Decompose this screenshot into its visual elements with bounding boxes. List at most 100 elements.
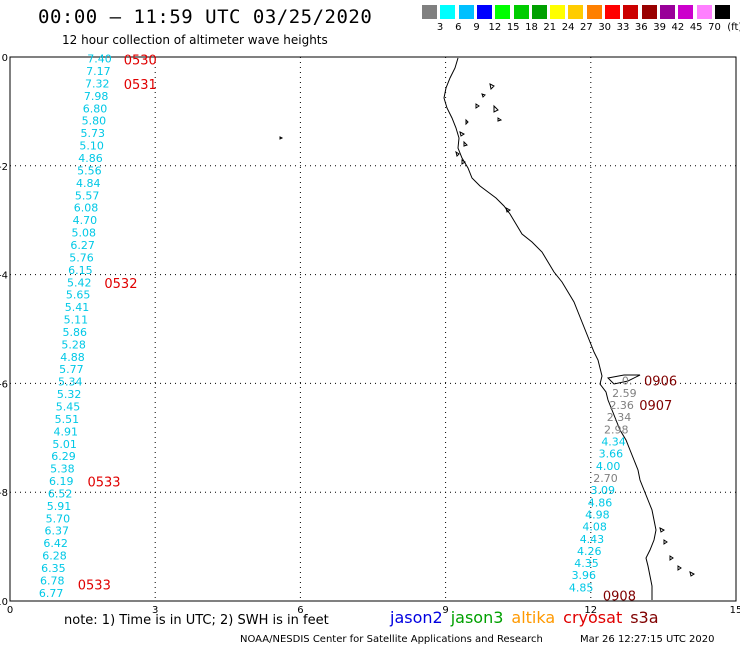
wave-height-value: 2.34 xyxy=(607,411,632,424)
wave-height-value: 5.77 xyxy=(59,363,84,376)
pass-time-label: 0533 xyxy=(87,475,120,490)
generation-timestamp: Mar 26 12:27:15 UTC 2020 xyxy=(580,634,715,645)
wave-height-value: 6.42 xyxy=(43,537,68,550)
wave-height-value: 3.66 xyxy=(599,448,624,461)
wave-height-value: 6.80 xyxy=(83,102,108,115)
wave-height-value: 4.00 xyxy=(596,460,621,473)
scale-label: 42 xyxy=(671,22,685,33)
wave-height-value: 2.98 xyxy=(604,423,629,436)
wave-height-value: 5.28 xyxy=(61,338,86,351)
wave-height-value: 5.11 xyxy=(64,314,89,327)
x-tick-label: 12 xyxy=(584,605,597,616)
scale-swatch xyxy=(586,5,602,19)
wave-height-value: 0. xyxy=(622,375,633,388)
pass-time-label: 0531 xyxy=(124,78,157,93)
wave-height-value: 4.08 xyxy=(582,521,607,534)
coastline-islands xyxy=(279,83,695,577)
y-tick-label: -8 xyxy=(0,488,8,499)
y-tick-label: -6 xyxy=(0,379,8,390)
wave-height-value: 6.52 xyxy=(48,487,73,500)
wave-height-value: 4.26 xyxy=(577,545,602,558)
scale-swatch xyxy=(714,5,730,19)
y-tick-label: -2 xyxy=(0,162,8,173)
scale-swatch xyxy=(476,5,492,19)
scale-label: 9 xyxy=(473,22,480,33)
scale-swatch xyxy=(440,5,456,19)
scale-label: 24 xyxy=(561,22,575,33)
altimeter-track-east: 0.2.592.362.342.984.343.664.002.703.094.… xyxy=(569,375,637,595)
wave-height-value: 4.86 xyxy=(78,152,103,165)
wave-height-value: 5.51 xyxy=(55,413,80,426)
wave-height-value: 4.35 xyxy=(574,557,599,570)
wave-height-value: 2.59 xyxy=(612,387,637,400)
wave-height-value: 7.40 xyxy=(87,53,112,66)
coastline xyxy=(279,57,695,600)
y-tick-label: -4 xyxy=(0,271,8,282)
credit-line: NOAA/NESDIS Center for Satellite Applica… xyxy=(240,634,543,645)
y-tick-label: -10 xyxy=(0,597,8,608)
wave-height-value: 5.70 xyxy=(46,512,71,525)
wave-height-value: 3.09 xyxy=(591,484,616,497)
wave-height-value: 6.78 xyxy=(40,574,65,587)
wave-height-value: 4.98 xyxy=(585,508,610,521)
wave-height-value: 5.08 xyxy=(72,227,97,240)
pass-time-label: 0906 xyxy=(644,375,677,390)
x-tick-label: 3 xyxy=(152,605,158,616)
wave-height-value: 5.76 xyxy=(69,251,94,264)
scale-label: 33 xyxy=(616,22,630,33)
wave-height-value: 5.32 xyxy=(57,388,82,401)
satellite-s3a: s3a xyxy=(630,608,659,627)
scale-label: 27 xyxy=(580,22,593,33)
satellite-legend: jason2 jason3 altika cryosat s3a xyxy=(390,608,667,627)
pass-time-label: 0533 xyxy=(78,579,111,594)
wave-height-value: 5.34 xyxy=(58,376,83,389)
scale-label: 39 xyxy=(653,22,666,33)
scale-swatch xyxy=(422,5,437,19)
scale-swatch xyxy=(550,5,566,19)
wave-height-value: 4.84 xyxy=(76,177,101,190)
scale-swatch xyxy=(568,5,584,19)
satellite-jason3: jason3 xyxy=(450,608,504,627)
wave-height-value: 6.77 xyxy=(39,587,64,600)
wave-height-value: 6.35 xyxy=(41,562,66,575)
wave-height-value: 6.28 xyxy=(42,550,67,563)
scale-swatch xyxy=(531,5,547,19)
satellite-cryosat: cryosat xyxy=(563,608,623,627)
wave-height-value: 5.41 xyxy=(65,301,90,314)
axis-ticks: 0 3 6 9 12 15 0 -2 -4 -6 -8 -10 xyxy=(0,53,740,616)
scale-swatch xyxy=(659,5,675,19)
wave-height-value: 3.96 xyxy=(572,569,597,582)
wave-height-value: 5.38 xyxy=(50,463,75,476)
y-tick-label: 0 xyxy=(2,53,8,64)
x-tick-label: 9 xyxy=(442,605,448,616)
x-tick-label: 15 xyxy=(730,605,740,616)
scale-label: 12 xyxy=(488,22,502,33)
x-tick-label: 0 xyxy=(7,605,13,616)
scale-swatch xyxy=(605,5,620,19)
scale-label: 45 xyxy=(689,22,703,33)
scale-swatch xyxy=(495,5,511,19)
wave-height-value: 5.80 xyxy=(82,115,107,128)
wave-height-value: 7.32 xyxy=(85,77,110,90)
wave-height-value: 6.15 xyxy=(68,264,93,277)
wave-height-value: 4.88 xyxy=(60,351,85,364)
scale-label: 30 xyxy=(598,22,612,33)
wave-height-value: 4.43 xyxy=(580,533,605,546)
satellite-altika: altika xyxy=(511,608,556,627)
scale-label: 6 xyxy=(455,22,462,33)
pass-time-label: 0530 xyxy=(124,54,157,69)
wave-height-value: 6.08 xyxy=(74,202,99,215)
wave-height-value: 5.10 xyxy=(79,140,104,153)
scale-swatch xyxy=(623,5,639,19)
scale-swatch xyxy=(458,5,474,19)
wave-height-value: 4.91 xyxy=(54,425,79,438)
wave-height-value: 5.91 xyxy=(47,500,72,513)
scale-label: 15 xyxy=(506,22,520,33)
pass-time-labels: 0530 0531 0532 0533 0533 0906 0907 0908 xyxy=(78,54,677,605)
plot-frame xyxy=(9,56,737,602)
pass-time-label: 0908 xyxy=(603,590,636,605)
scale-swatch xyxy=(513,5,529,19)
scale-label: 36 xyxy=(634,22,648,33)
scale-label: 18 xyxy=(525,22,538,33)
